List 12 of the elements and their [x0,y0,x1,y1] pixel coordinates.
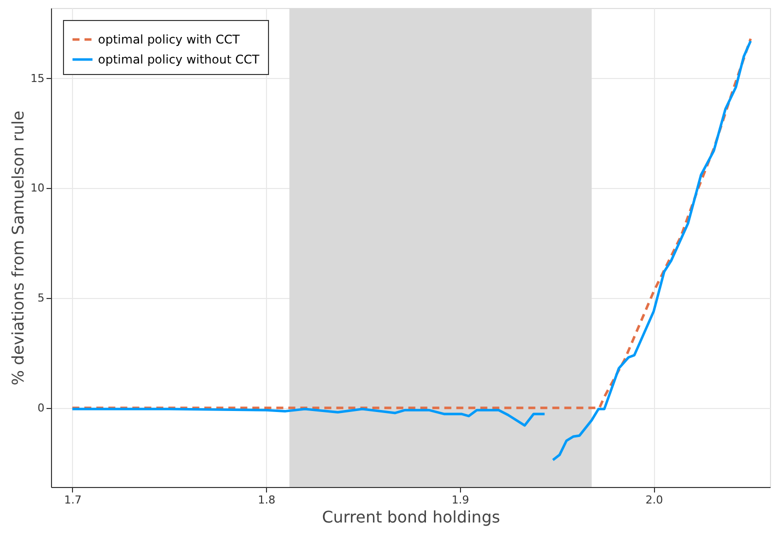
legend-label: optimal policy without CCT [98,52,260,66]
x-axis-title: Current bond holdings [322,508,500,526]
y-tick-label: 15 [30,72,44,85]
x-tick-label: 2.0 [645,494,663,506]
y-tick-label: 10 [30,182,44,195]
y-tick-label: 0 [38,401,44,414]
y-axis-title: % deviations from Samuelson rule [8,110,28,386]
x-tick-label: 1.7 [64,494,82,506]
y-tick-label: 5 [38,292,44,305]
x-tick-label: 1.9 [452,494,470,506]
x-tick-label: 1.8 [258,494,276,506]
legend-label: optimal policy with CCT [98,32,240,46]
